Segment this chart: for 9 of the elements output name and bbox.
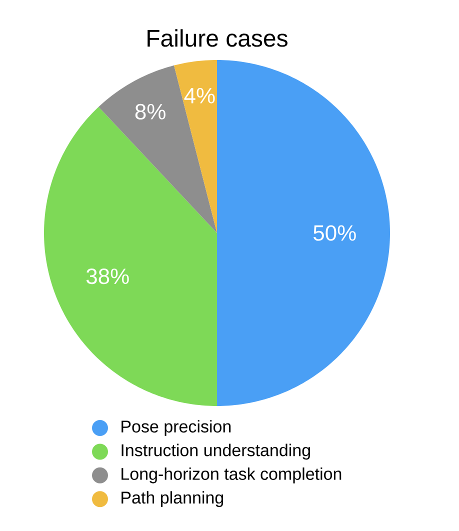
chart-title: Failure cases [148, 29, 288, 47]
data-label: 50% [314, 225, 356, 241]
data-label: 8% [135, 104, 166, 120]
data-label: 38% [86, 268, 129, 284]
legend-label: Pose precision [122, 420, 231, 436]
legend-label: Long-horizon task completion [122, 467, 342, 484]
data-label: 4% [184, 88, 215, 104]
legend-label: Instruction understanding [122, 444, 310, 460]
legend-label: Path planning [122, 491, 224, 508]
